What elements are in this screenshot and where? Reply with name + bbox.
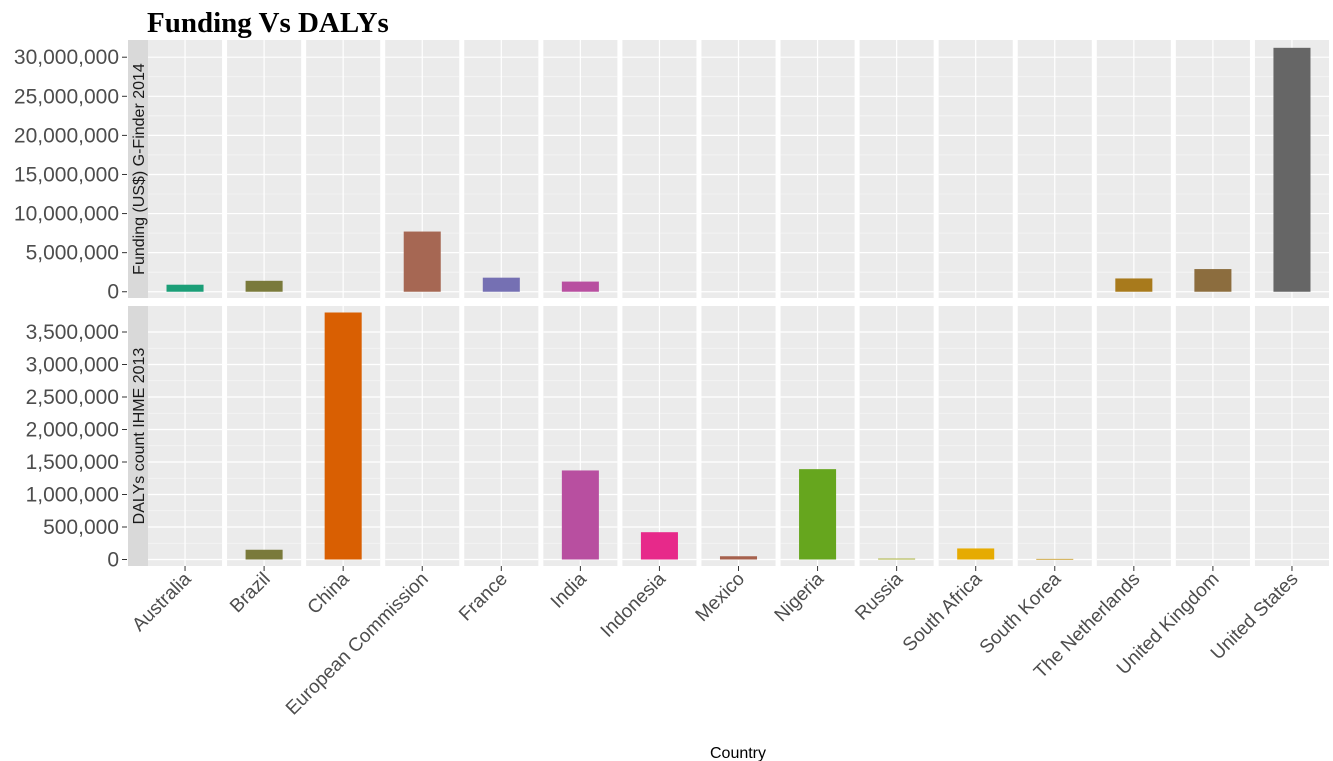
x-tick-label-brazil: Brazil <box>226 569 274 617</box>
y-tick-label: 1,000,000 <box>26 484 119 507</box>
bar-mexico <box>719 556 758 560</box>
bar-indonesia <box>640 532 678 560</box>
bar-south-africa <box>957 548 995 560</box>
x-tick-label-france: France <box>455 569 512 626</box>
y-tick-label: 15,000,000 <box>14 163 119 186</box>
panel-dalys-count-ihme-2013-mexico <box>701 306 776 566</box>
panel-funding-us-g-finder-2014-russia <box>859 40 934 298</box>
bar-the-netherlands <box>1115 278 1153 292</box>
panel-funding-us-g-finder-2014-united-kingdom <box>1175 40 1250 298</box>
panel-dalys-count-ihme-2013-australia <box>148 306 223 566</box>
panel-funding-us-g-finder-2014-india <box>543 40 618 298</box>
panel-dalys-count-ihme-2013-united-kingdom <box>1175 306 1250 566</box>
panel-funding-us-g-finder-2014-china <box>306 40 381 298</box>
panel-dalys-count-ihme-2013-united-states <box>1254 306 1329 566</box>
bar-brazil <box>245 280 283 292</box>
panel-dalys-count-ihme-2013-european-commission <box>385 306 460 566</box>
panel-funding-us-g-finder-2014-australia <box>148 40 223 298</box>
panel-funding-us-g-finder-2014-france <box>464 40 539 298</box>
facet-strip-label: Funding (US$) G-Finder 2014 <box>131 63 148 275</box>
panel-funding-us-g-finder-2014-south-africa <box>938 40 1013 298</box>
panel-dalys-count-ihme-2013-china <box>306 306 381 566</box>
bar-brazil <box>245 549 283 560</box>
y-tick-label: 25,000,000 <box>14 85 119 108</box>
bar-south-korea <box>1036 558 1074 560</box>
x-tick-label-european-commission: European Commission <box>282 569 433 720</box>
x-tick-label-china: China <box>304 568 354 618</box>
bar-india <box>561 470 599 560</box>
x-tick-label-india: India <box>547 568 591 612</box>
y-tick-label: 10,000,000 <box>14 203 119 226</box>
y-tick-label: 2,000,000 <box>26 419 119 442</box>
y-tick-label: 3,000,000 <box>26 354 119 377</box>
panel-dalys-count-ihme-2013-the-netherlands <box>1096 306 1171 566</box>
x-tick-label-south-africa: South Africa <box>899 568 987 656</box>
facet-strip-label: DALYs count IHME 2013 <box>131 348 148 525</box>
panel-funding-us-g-finder-2014-brazil <box>227 40 302 298</box>
bar-russia <box>878 558 916 560</box>
bar-australia <box>166 284 204 292</box>
x-tick-label-russia: Russia <box>851 568 907 624</box>
panel-funding-us-g-finder-2014-united-states <box>1254 40 1329 298</box>
panel-funding-us-g-finder-2014-nigeria <box>780 40 855 298</box>
panel-dalys-count-ihme-2013-russia <box>859 306 934 566</box>
y-tick-label: 5,000,000 <box>26 242 119 265</box>
facet-strip-funding-us-g-finder-2014 <box>128 40 148 298</box>
bar-european-commission <box>403 231 441 292</box>
bar-united-states <box>1273 47 1311 292</box>
y-tick-label: 0 <box>107 281 119 304</box>
bar-india <box>561 281 599 292</box>
panel-dalys-count-ihme-2013-indonesia <box>622 306 697 566</box>
bar-france <box>482 277 520 292</box>
y-tick-label: 2,500,000 <box>26 386 119 409</box>
y-tick-label: 3,500,000 <box>26 321 119 344</box>
panel-funding-us-g-finder-2014-south-korea <box>1017 40 1092 298</box>
panel-funding-us-g-finder-2014-the-netherlands <box>1096 40 1171 298</box>
y-tick-label: 20,000,000 <box>14 124 119 147</box>
x-tick-label-nigeria: Nigeria <box>771 568 829 626</box>
panel-funding-us-g-finder-2014-mexico <box>701 40 776 298</box>
panel-dalys-count-ihme-2013-south-africa <box>938 306 1013 566</box>
bar-china <box>324 312 362 560</box>
x-tick-label-mexico: Mexico <box>692 569 749 626</box>
facet-panels: Funding (US$) G-Finder 2014 0 5,000,000 10,… <box>14 40 1329 572</box>
facet-strip-dalys-count-ihme-2013 <box>128 306 148 566</box>
panel-dalys-count-ihme-2013-france <box>464 306 539 566</box>
panel-dalys-count-ihme-2013-south-korea <box>1017 306 1092 566</box>
bar-united-kingdom <box>1194 269 1232 292</box>
panel-dalys-count-ihme-2013-brazil <box>227 306 302 566</box>
y-tick-label: 1,500,000 <box>26 451 119 474</box>
panel-dalys-count-ihme-2013-nigeria <box>780 306 855 566</box>
panel-dalys-count-ihme-2013-india <box>543 306 618 566</box>
bar-nigeria <box>799 469 837 560</box>
y-tick-label: 500,000 <box>43 516 119 539</box>
panel-funding-us-g-finder-2014-european-commission <box>385 40 460 298</box>
y-tick-label: 30,000,000 <box>14 46 119 69</box>
x-axis-title: Country <box>710 745 766 761</box>
x-tick-label-australia: Australia <box>128 568 195 635</box>
x-tick-label-indonesia: Indonesia <box>597 568 670 641</box>
panel-funding-us-g-finder-2014-indonesia <box>622 40 697 298</box>
chart-title: Funding Vs DALYs <box>147 7 389 39</box>
y-tick-label: 0 <box>107 549 119 572</box>
